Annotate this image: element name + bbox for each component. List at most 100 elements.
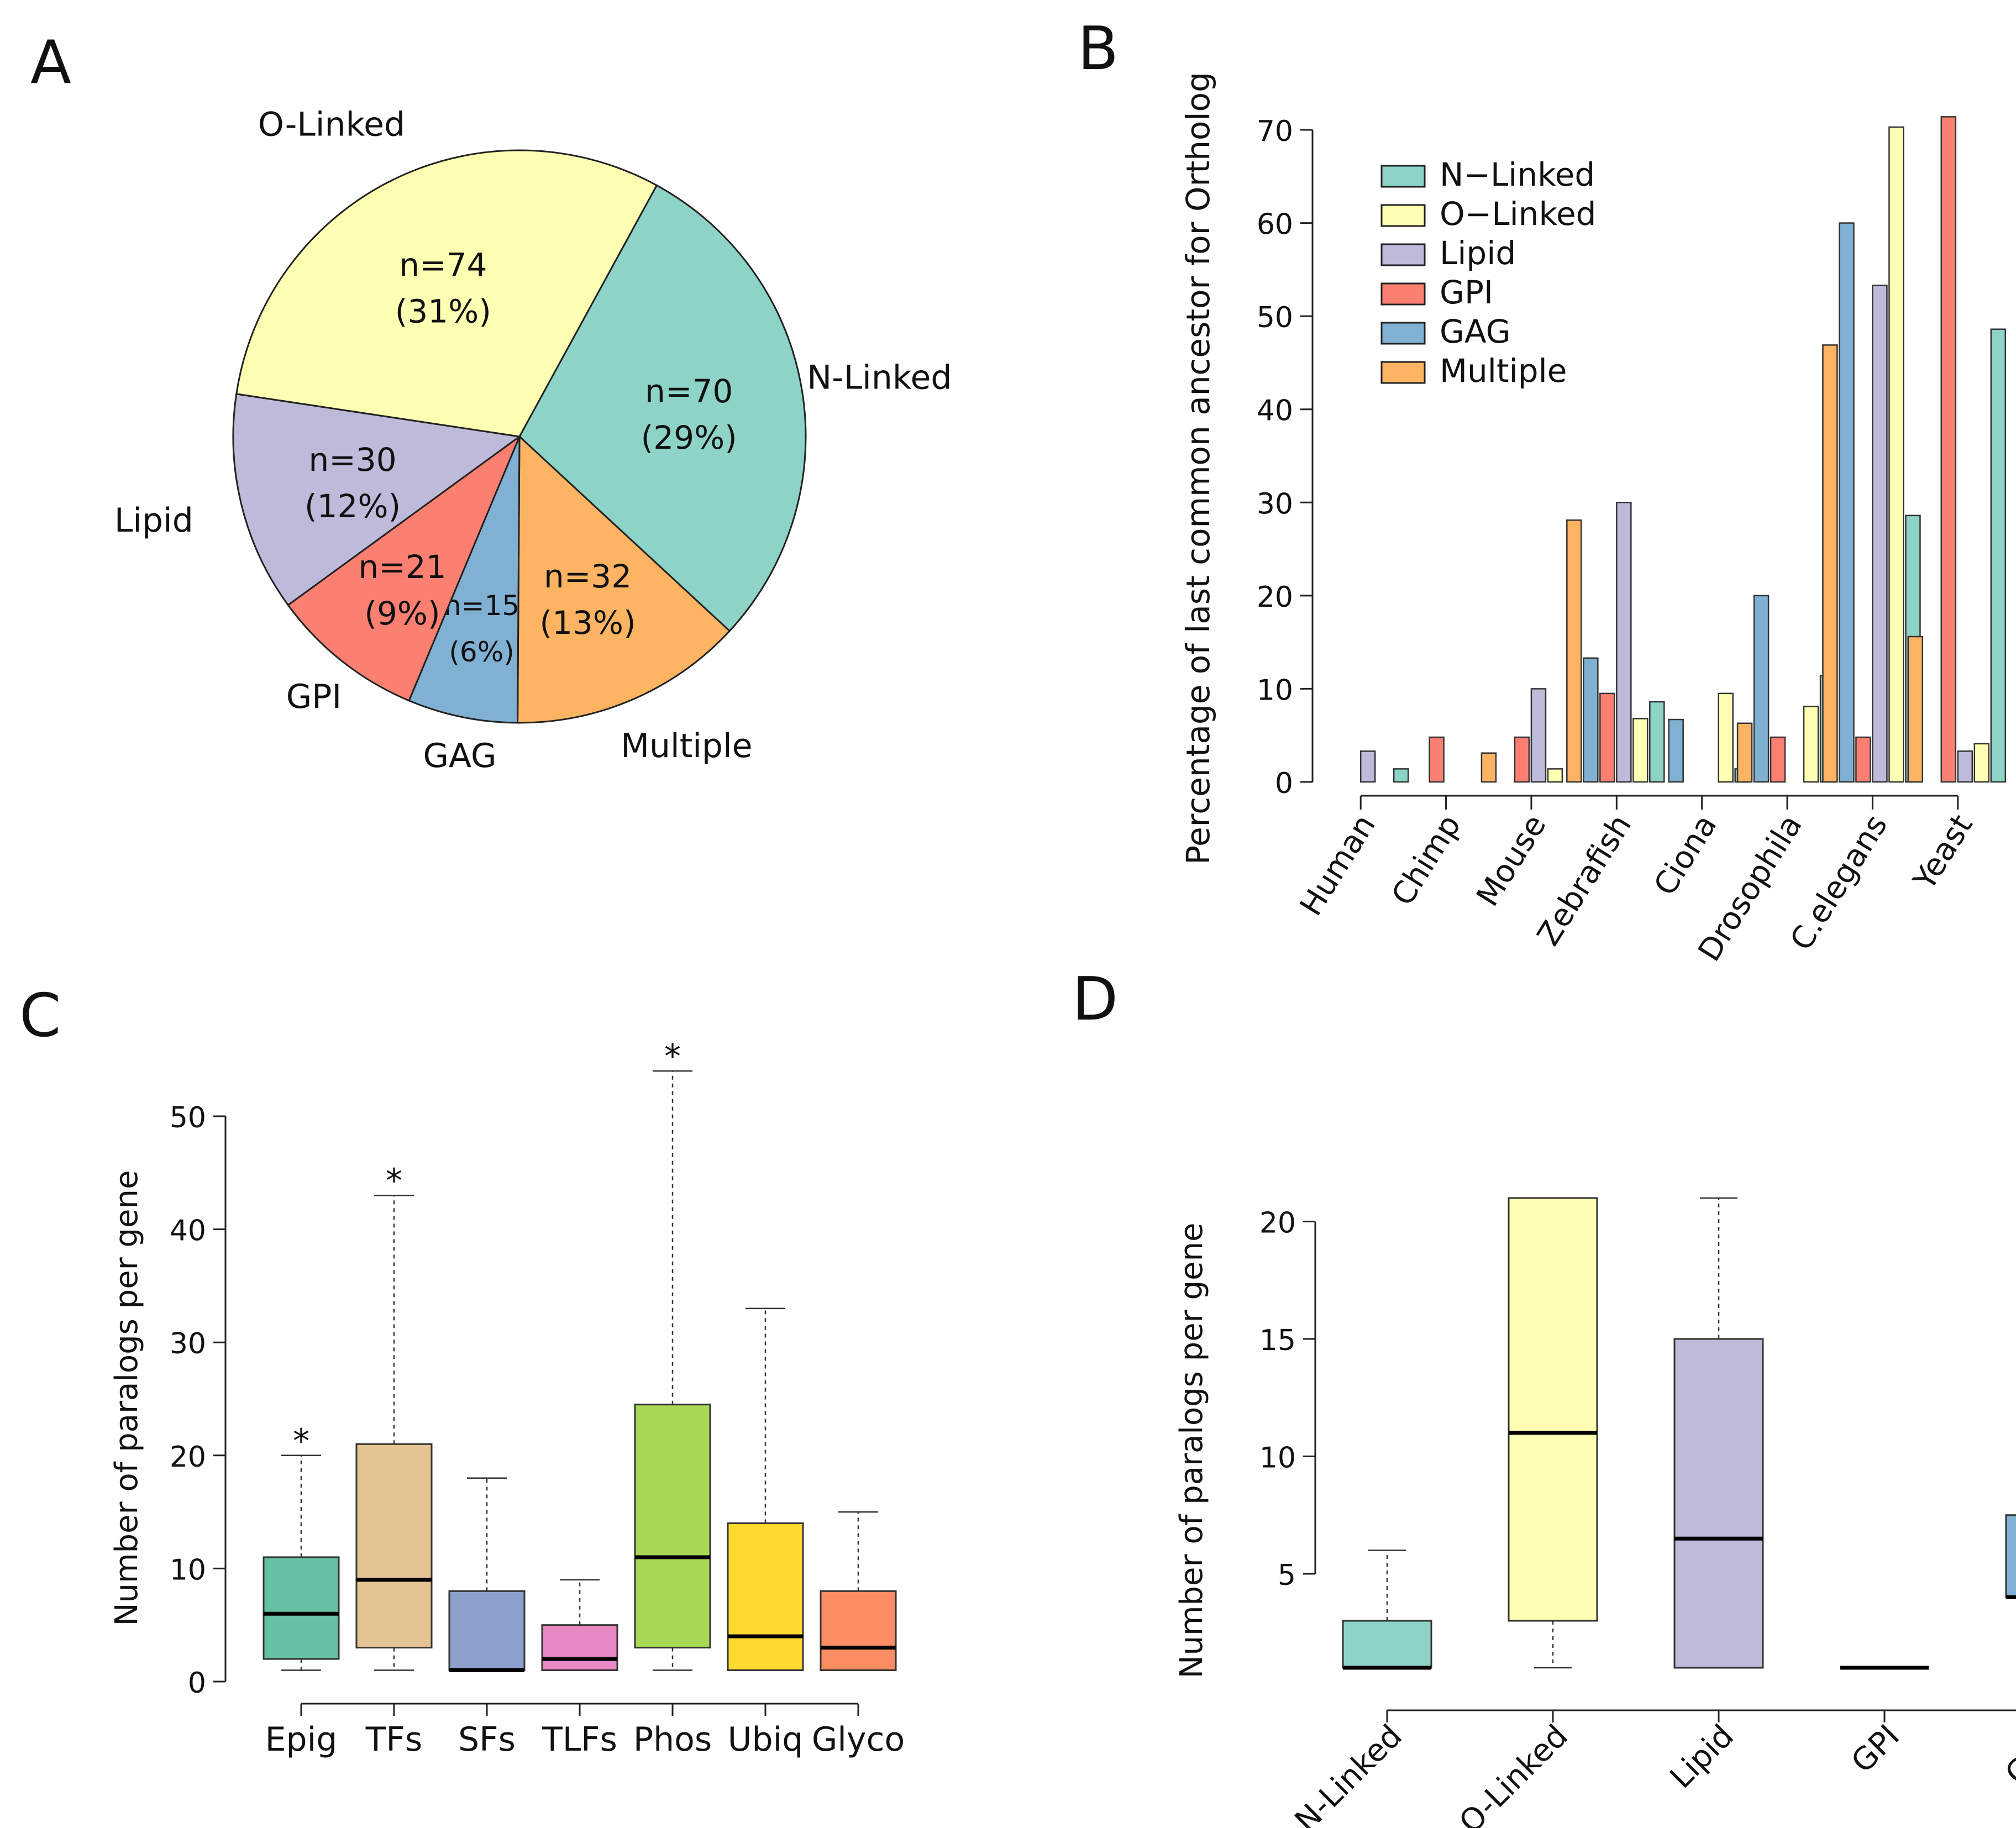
panel-label-a: A	[30, 28, 71, 97]
legend-swatch	[1380, 361, 1426, 384]
y-axis-title: Number of paralogs per gene	[109, 1170, 145, 1626]
bar	[1872, 285, 1888, 783]
bar	[1514, 736, 1530, 783]
box	[541, 1624, 618, 1672]
slice-category-label: GPI	[286, 677, 342, 716]
bar	[1429, 736, 1445, 783]
x-tick-label: Epig	[265, 1720, 338, 1759]
pie-chart-panel-a: n=70 (29%) N-Linked n=32 (13%) Multiple n=15 (6…	[114, 106, 952, 775]
y-tick-label: 50	[170, 1101, 206, 1134]
box	[448, 1590, 526, 1672]
y-tick-label: 30	[1257, 487, 1293, 521]
bar	[1649, 701, 1665, 783]
y-tick-label: 10	[1257, 674, 1293, 707]
x-tick-label: N-Linked	[1288, 1718, 1409, 1828]
bar	[1957, 750, 1973, 783]
significance-star: *	[293, 1422, 309, 1461]
bar	[1770, 736, 1786, 783]
bar	[1718, 692, 1734, 783]
slice-count-label: n=15	[444, 590, 519, 622]
x-tick-label: Lipid	[1663, 1718, 1741, 1795]
legend-label: GAG	[1440, 313, 1511, 350]
x-tick-label: Glyco	[812, 1720, 905, 1759]
x-tick-label: TFs	[365, 1720, 422, 1759]
pie-slice	[408, 436, 521, 724]
bar	[1907, 635, 1924, 783]
boxplot-panel-d: 5 10 15 20 Number of paralogs per gene N-Link…	[1174, 1197, 2016, 1828]
y-tick-label: 40	[170, 1215, 206, 1248]
x-tick-label: TLFs	[542, 1720, 617, 1759]
x-tick-label: Human	[1293, 808, 1383, 922]
x-tick-label: Ciona	[1647, 808, 1724, 902]
legend-label: O−Linked	[1440, 195, 1596, 233]
bar	[1359, 750, 1376, 783]
panel-label-c: C	[19, 981, 61, 1050]
y-axis-title: Percentage of last common ancestor for O…	[1179, 72, 1217, 865]
bar	[1632, 718, 1649, 783]
x-tick-label: GAG	[1998, 1718, 2016, 1792]
pie-slice	[235, 149, 658, 438]
slice-percent-label: (13%)	[539, 604, 636, 642]
pie-slice	[232, 393, 522, 607]
pie-slice	[287, 434, 522, 702]
legend-label: Multiple	[1440, 352, 1567, 390]
y-tick-label: 40	[1257, 395, 1293, 428]
bar	[1940, 116, 1957, 783]
bar	[1583, 657, 1599, 783]
slice-count-label: n=21	[358, 548, 446, 586]
x-tick-label: Phos	[633, 1720, 712, 1759]
slice-category-label: N-Linked	[807, 359, 952, 397]
box	[727, 1522, 804, 1672]
y-tick-label: 50	[1257, 301, 1293, 334]
panel-label-b: B	[1078, 14, 1119, 83]
pie-slice	[517, 434, 731, 724]
bar	[1616, 502, 1632, 783]
x-tick-label: SFs	[458, 1720, 516, 1759]
slice-percent-label: (9%)	[364, 595, 440, 632]
boxplot-panel-c: 0 10 20 30 40 50 Number of paralogs per gene Ep…	[109, 1037, 905, 1759]
slice-count-label: n=30	[309, 441, 397, 479]
y-tick-label: 20	[1257, 581, 1293, 614]
y-tick-label: 10	[170, 1553, 206, 1587]
bar	[1481, 752, 1497, 783]
pie-slice	[518, 184, 807, 632]
box	[820, 1590, 897, 1672]
legend-swatch	[1380, 322, 1426, 345]
legend-swatch	[1380, 243, 1426, 266]
legend-swatch	[1380, 204, 1426, 227]
slice-percent-label: (31%)	[395, 293, 491, 330]
y-tick-label: 10	[1259, 1442, 1296, 1475]
y-tick-label: 60	[1257, 208, 1293, 241]
y-tick-label: 70	[1257, 115, 1293, 148]
x-tick-label: Mouse	[1469, 808, 1553, 913]
box	[2005, 1514, 2016, 1598]
x-tick-label: Chimp	[1385, 808, 1468, 912]
bar	[1566, 519, 1582, 783]
slice-count-label: n=70	[645, 372, 733, 410]
bar	[1736, 722, 1753, 783]
box	[355, 1443, 433, 1649]
bar	[1753, 595, 1770, 783]
bar	[1803, 706, 1819, 783]
significance-star: *	[386, 1162, 402, 1200]
slice-percent-label: (6%)	[449, 636, 514, 668]
slice-percent-label: (29%)	[641, 419, 737, 456]
y-tick-label: 0	[1275, 767, 1293, 800]
legend-swatch	[1380, 282, 1426, 306]
y-tick-label: 0	[188, 1667, 206, 1700]
legend-swatch	[1380, 165, 1426, 188]
bar	[1839, 222, 1855, 783]
significance-star: *	[664, 1037, 681, 1076]
slice-count-label: n=32	[544, 558, 632, 595]
box	[1342, 1620, 1432, 1669]
y-tick-label: 15	[1259, 1324, 1296, 1357]
bar	[1547, 768, 1563, 783]
bar	[1855, 736, 1871, 783]
bar	[1822, 344, 1838, 783]
box	[262, 1556, 340, 1660]
bar	[1668, 718, 1684, 783]
bar-chart-panel-b: 0 10 20 30 40 50 60 70 Percentage of last common…	[1179, 72, 2007, 968]
box	[1508, 1197, 1598, 1622]
slice-category-label: O-Linked	[258, 106, 405, 144]
